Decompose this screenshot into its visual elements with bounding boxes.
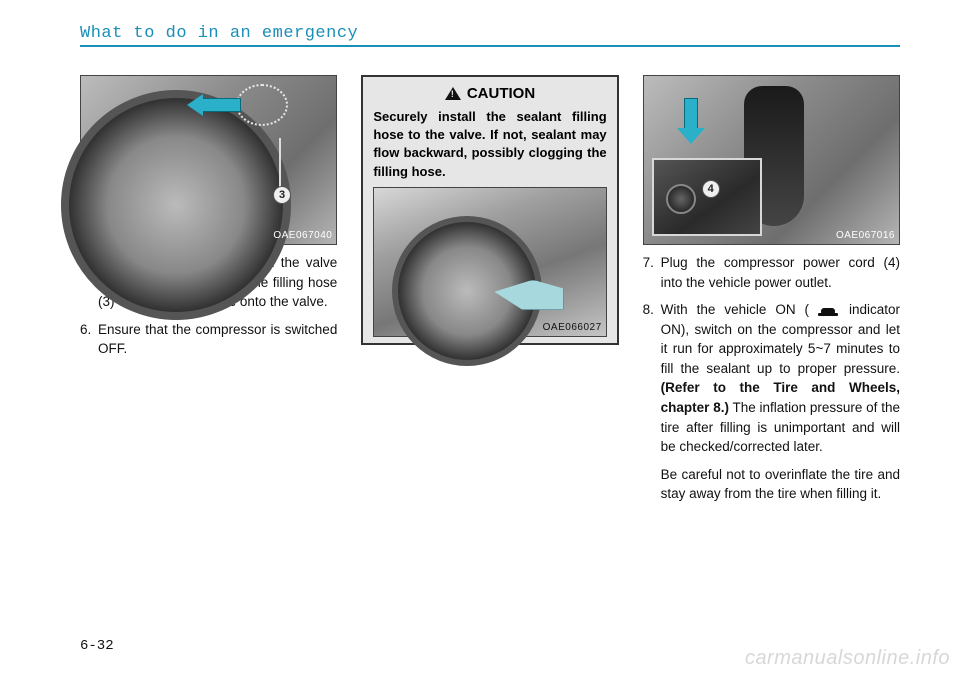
step8-part-a: With the vehicle ON ( [661, 302, 818, 317]
callout-3: 3 [273, 186, 291, 204]
warning-icon [445, 87, 461, 100]
step-text: With the vehicle ON ( indicator ON), swi… [661, 300, 900, 457]
vehicle-on-indicator-icon [818, 306, 840, 316]
callout-4: 4 [702, 180, 720, 198]
figure-tire-valve: 3 OAE067040 [80, 75, 337, 245]
step-8: 8. With the vehicle ON ( indicator ON), … [643, 300, 900, 457]
arrow-head-icon [187, 94, 203, 116]
figure-sealant-hose: OAE066027 [373, 187, 606, 337]
caution-heading: CAUTION [373, 85, 606, 102]
step-text: Ensure that the compressor is switched O… [98, 320, 337, 359]
step-text: Plug the compressor power cord (4) into … [661, 253, 900, 292]
content-columns: 3 OAE067040 5. Unscrew the valve cap fro… [80, 75, 900, 504]
dotted-highlight [236, 84, 288, 126]
column-3: 4 OAE067016 7. Plug the compressor power… [643, 75, 900, 504]
step-6: 6. Ensure that the compressor is switche… [80, 320, 337, 359]
step-7: 7. Plug the compressor power cord (4) in… [643, 253, 900, 292]
page-number: 6-32 [80, 638, 114, 654]
arrow-head-icon [677, 128, 705, 144]
figure-power-outlet: 4 OAE067016 [643, 75, 900, 245]
section-title: What to do in an emergency [80, 24, 358, 43]
steps-list-2: 7. Plug the compressor power cord (4) in… [643, 253, 900, 457]
caution-label: CAUTION [467, 85, 535, 102]
column-1: 3 OAE067040 5. Unscrew the valve cap fro… [80, 75, 337, 504]
column-2: CAUTION Securely install the sealant fil… [361, 75, 618, 504]
caution-box: CAUTION Securely install the sealant fil… [361, 75, 618, 345]
step-number: 6. [80, 320, 98, 359]
step-number: 7. [643, 253, 661, 292]
arrow-icon [684, 98, 698, 132]
step-number: 8. [643, 300, 661, 457]
section-header: What to do in an emergency [80, 24, 900, 47]
figure-id: OAE067040 [273, 230, 332, 241]
figure-inset: 4 [652, 158, 762, 236]
figure-id: OAE067016 [836, 230, 895, 241]
step8-paragraph-2: Be careful not to overinflate the tire a… [643, 465, 900, 504]
arrow-icon [201, 98, 241, 112]
figure-id: OAE066027 [543, 322, 602, 333]
watermark: carmanualsonline.info [745, 647, 950, 670]
caution-text: Securely install the sealant filling hos… [373, 108, 606, 181]
